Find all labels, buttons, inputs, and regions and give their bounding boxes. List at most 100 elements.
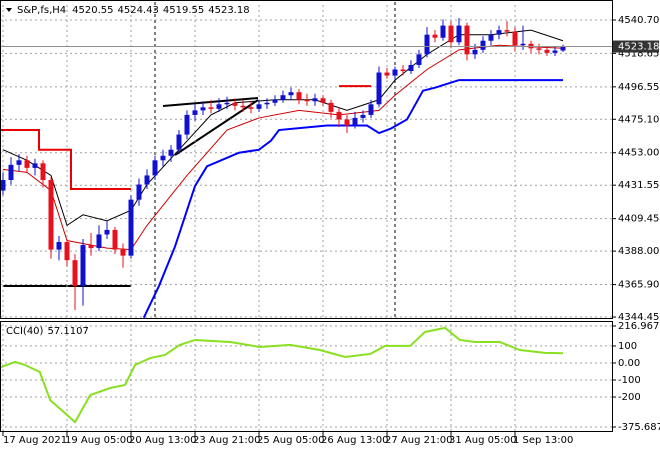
candle-body bbox=[56, 242, 62, 250]
candle-body bbox=[344, 119, 350, 126]
candle-body bbox=[160, 155, 166, 161]
candle-body bbox=[472, 49, 478, 55]
candle-body bbox=[272, 99, 278, 103]
y-tick-label: 4475.10 bbox=[618, 114, 659, 125]
candle-body bbox=[544, 49, 550, 53]
y-tick-label: 216.9672 bbox=[618, 321, 660, 332]
candle-body bbox=[296, 92, 302, 100]
y-tick-label: 100 bbox=[618, 341, 637, 352]
candle-body bbox=[88, 245, 94, 249]
y-tick-label: -100 bbox=[618, 375, 641, 386]
candle-body bbox=[216, 104, 222, 109]
candle-body bbox=[480, 40, 486, 50]
candle-body bbox=[256, 104, 262, 109]
main-frame bbox=[0, 0, 613, 319]
candle-body bbox=[32, 163, 38, 168]
candle-body bbox=[384, 72, 390, 76]
candle-body bbox=[464, 25, 470, 55]
candle-body bbox=[288, 92, 294, 96]
symbol: S&P,fs,H4 bbox=[17, 5, 66, 16]
candle-body bbox=[416, 54, 422, 65]
cci-value: 57.1107 bbox=[47, 326, 88, 337]
candle-body bbox=[536, 48, 542, 50]
candle-body bbox=[336, 111, 342, 120]
y-tick-label: 4496.55 bbox=[618, 82, 659, 93]
indicator-line bbox=[0, 85, 371, 191]
candle-body bbox=[0, 179, 6, 191]
candle-body bbox=[224, 102, 230, 105]
candle-body bbox=[504, 30, 510, 32]
candle-body bbox=[376, 72, 382, 105]
main-panel bbox=[0, 2, 612, 318]
candle-body bbox=[312, 98, 318, 102]
candle-body bbox=[424, 34, 430, 55]
candle-body bbox=[488, 34, 494, 41]
cci-name: CCI(40) bbox=[6, 326, 44, 337]
x-tick-label: 31 Aug 05:00 bbox=[449, 435, 516, 446]
candle-body bbox=[152, 160, 158, 176]
indicator-line bbox=[142, 79, 563, 318]
candle-body bbox=[440, 25, 446, 38]
candle-body bbox=[104, 229, 110, 235]
candle-body bbox=[400, 69, 406, 72]
x-tick-label: 19 Aug 05:00 bbox=[65, 435, 132, 446]
cci-frame bbox=[0, 321, 613, 432]
candle-body bbox=[448, 25, 454, 43]
candle-body bbox=[128, 199, 134, 256]
open: 4520.55 bbox=[72, 5, 113, 16]
y-tick-label: 4431.55 bbox=[618, 180, 659, 191]
candle-body bbox=[552, 50, 558, 53]
candle-body bbox=[8, 164, 14, 180]
candle-body bbox=[192, 110, 198, 115]
candle-body bbox=[208, 107, 214, 109]
candle-body bbox=[72, 260, 78, 286]
x-tick-label: 27 Aug 21:00 bbox=[385, 435, 452, 446]
candle-body bbox=[168, 149, 174, 156]
candle-body bbox=[264, 102, 270, 105]
cci-line bbox=[0, 326, 564, 424]
x-tick-label: 17 Aug 2021 bbox=[3, 435, 67, 446]
y-tick-label: -375.6877 bbox=[618, 422, 660, 433]
candle-body bbox=[352, 117, 358, 126]
candle-body bbox=[24, 160, 30, 168]
close: 4523.18 bbox=[208, 5, 249, 16]
candle-body bbox=[560, 46, 566, 51]
candle-body bbox=[64, 242, 70, 261]
x-tick-label: 25 Aug 05:00 bbox=[257, 435, 324, 446]
candle-body bbox=[304, 99, 310, 102]
y-tick-label: -200 bbox=[618, 392, 641, 403]
candle-body bbox=[176, 134, 182, 150]
y-tick-label: 4453.00 bbox=[618, 148, 659, 159]
candle-body bbox=[520, 43, 526, 46]
candle-body bbox=[360, 114, 366, 118]
cci-panel bbox=[0, 324, 612, 431]
candle-body bbox=[512, 31, 518, 46]
candle-body bbox=[432, 34, 438, 38]
y-tick-label: 4540.70 bbox=[618, 15, 659, 26]
last-price-box bbox=[613, 40, 659, 53]
candle-body bbox=[40, 163, 46, 180]
candle-body bbox=[232, 102, 238, 106]
menu-triangle bbox=[6, 8, 12, 12]
candle-body bbox=[392, 69, 398, 76]
y-tick-label: 4518.65 bbox=[618, 48, 659, 59]
y-tick-label: 4344.45 bbox=[618, 312, 659, 323]
high: 4524.43 bbox=[118, 5, 159, 16]
candle-body bbox=[456, 25, 462, 43]
candle-body bbox=[120, 249, 126, 256]
y-tick-label: 4388.00 bbox=[618, 246, 659, 257]
candle-body bbox=[368, 104, 374, 115]
candle-body bbox=[144, 175, 150, 185]
candle-body bbox=[184, 114, 190, 135]
candle-body bbox=[136, 184, 142, 200]
candle-body bbox=[240, 105, 246, 108]
candle-body bbox=[112, 229, 118, 250]
trend-line bbox=[174, 99, 259, 156]
low: 4519.55 bbox=[163, 5, 204, 16]
candle-body bbox=[80, 245, 86, 286]
x-tick-label: 1 Sep 13:00 bbox=[513, 435, 573, 446]
candle-body bbox=[248, 107, 254, 109]
y-tick-label: 4365.90 bbox=[618, 280, 659, 291]
